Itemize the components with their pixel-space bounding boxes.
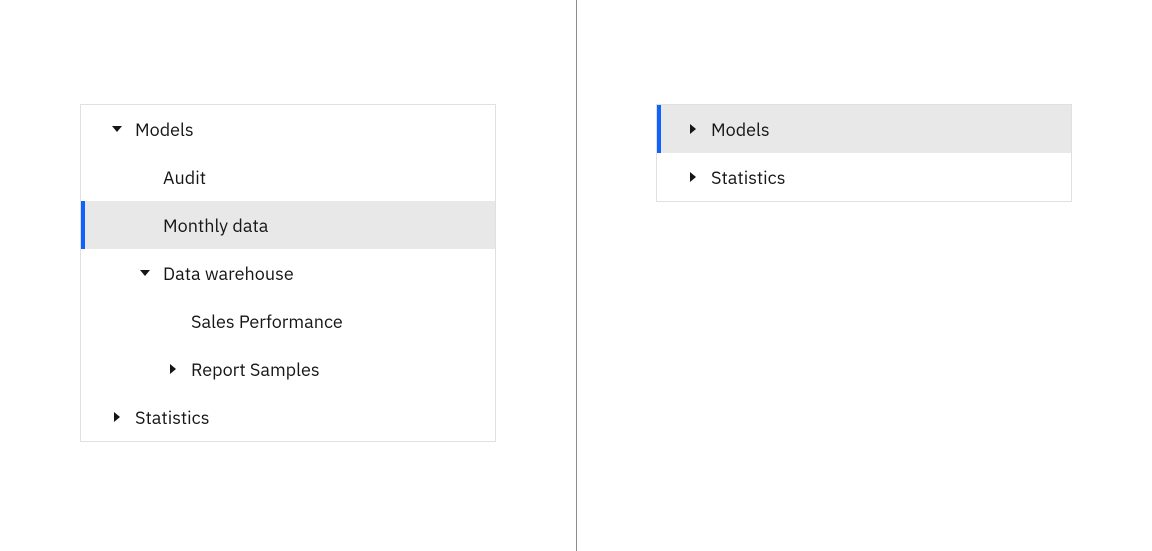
tree-item-label: Data warehouse <box>153 262 294 285</box>
caret-down-icon[interactable] <box>137 265 153 281</box>
tree-item-data-warehouse[interactable]: Data warehouse <box>81 249 495 297</box>
vertical-divider <box>576 0 577 551</box>
tree-item-label: Report Samples <box>181 358 320 381</box>
caret-placeholder <box>137 217 153 233</box>
left-variant-pane: Models Audit Monthly data Data warehouse Sal… <box>0 0 576 551</box>
tree-item-label: Models <box>125 118 194 141</box>
tree-item-label: Statistics <box>701 166 785 189</box>
caret-placeholder <box>165 313 181 329</box>
tree-panel-right: Models Statistics <box>656 104 1072 202</box>
tree-panel-left: Models Audit Monthly data Data warehouse Sal… <box>80 104 496 442</box>
caret-placeholder <box>137 169 153 185</box>
tree-item-label: Statistics <box>125 406 209 429</box>
tree-item-statistics[interactable]: Statistics <box>81 393 495 441</box>
caret-right-icon[interactable] <box>685 121 701 137</box>
tree-item-label: Models <box>701 118 770 141</box>
caret-right-icon[interactable] <box>685 169 701 185</box>
tree-item-report-samples[interactable]: Report Samples <box>81 345 495 393</box>
caret-right-icon[interactable] <box>109 409 125 425</box>
tree-item-models[interactable]: Models <box>657 105 1071 153</box>
tree-item-monthly-data[interactable]: Monthly data <box>81 201 495 249</box>
tree-item-sales-performance[interactable]: Sales Performance <box>81 297 495 345</box>
tree-item-statistics[interactable]: Statistics <box>657 153 1071 201</box>
right-variant-pane: Models Statistics <box>576 0 1152 551</box>
tree-item-audit[interactable]: Audit <box>81 153 495 201</box>
tree-item-label: Audit <box>153 166 206 189</box>
tree-item-label: Sales Performance <box>181 310 343 333</box>
tree-item-label: Monthly data <box>153 214 268 237</box>
tree-item-models[interactable]: Models <box>81 105 495 153</box>
caret-down-icon[interactable] <box>109 121 125 137</box>
caret-right-icon[interactable] <box>165 361 181 377</box>
